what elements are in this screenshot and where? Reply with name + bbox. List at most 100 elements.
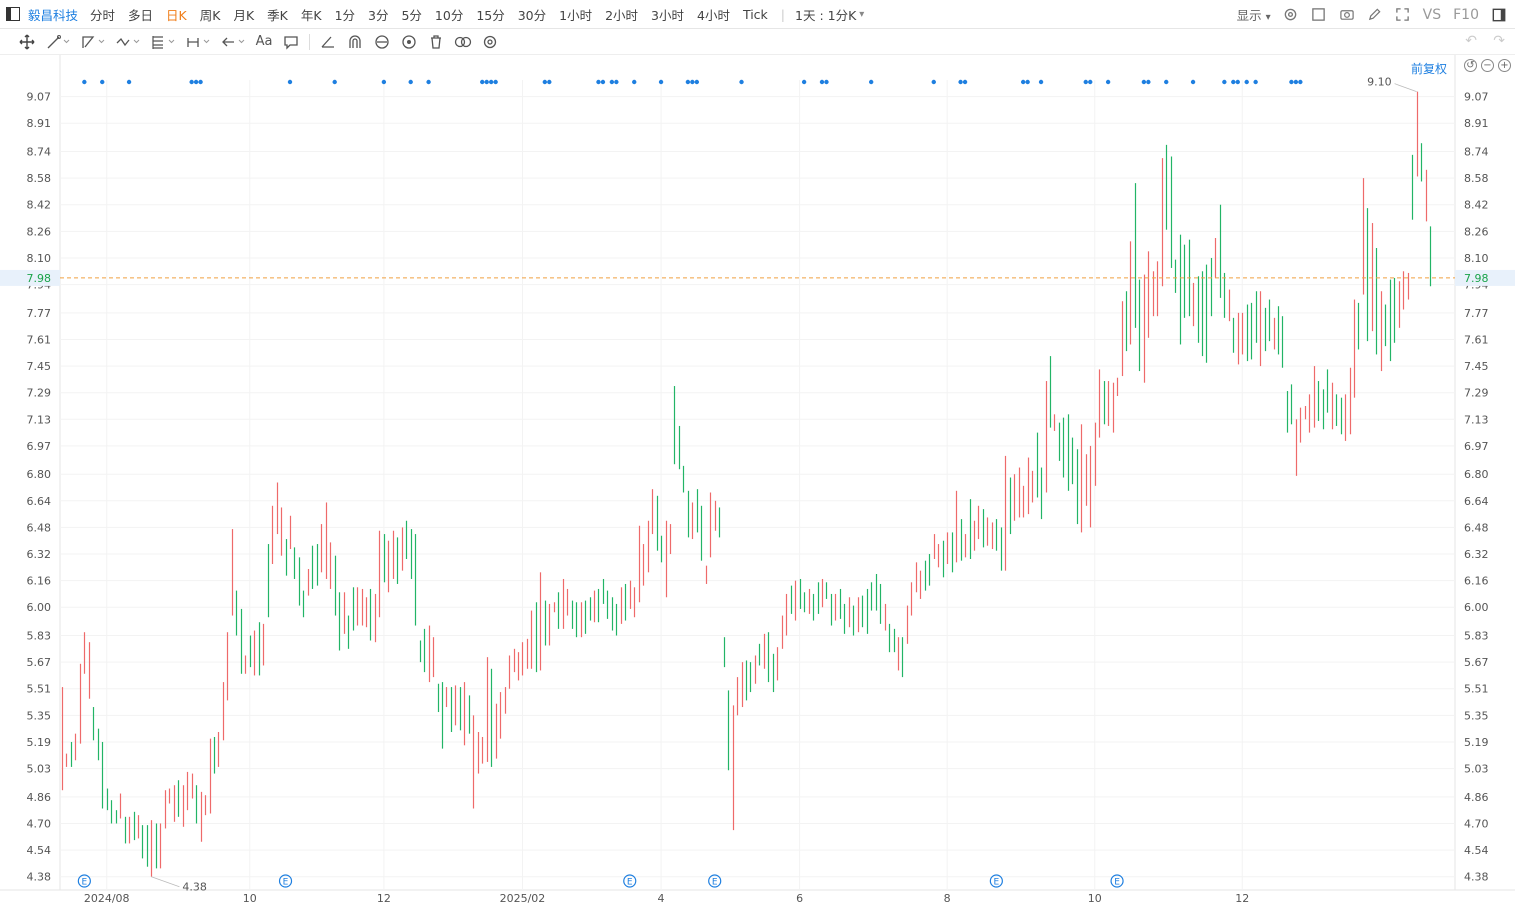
zoom-out-icon[interactable]: − xyxy=(1481,59,1494,72)
y-tick-label: 5.67 xyxy=(1464,656,1489,669)
y-tick-label: 6.97 xyxy=(27,440,52,453)
period-tab[interactable]: 年K xyxy=(300,7,322,23)
y-tick-label: 5.03 xyxy=(1464,763,1489,776)
display-menu[interactable]: 显示 ▾ xyxy=(1237,5,1271,24)
period-tab[interactable]: Tick xyxy=(742,6,768,22)
period-tab[interactable]: 3分 xyxy=(368,7,389,23)
settings-icon[interactable] xyxy=(481,33,499,51)
event-circle xyxy=(623,874,637,888)
line-icon[interactable] xyxy=(45,33,71,51)
period-tab[interactable]: 1分 xyxy=(334,7,356,23)
measure-icon[interactable] xyxy=(185,33,211,51)
layout-icon[interactable] xyxy=(1311,7,1327,23)
y-tick-label: 5.19 xyxy=(1464,736,1489,749)
y-tick-label: 6.97 xyxy=(1464,440,1489,453)
eye-icon[interactable] xyxy=(400,33,418,51)
panel-toggle-icon[interactable] xyxy=(1491,7,1507,23)
period-tab[interactable]: 30分 xyxy=(517,7,547,23)
lock-icon[interactable] xyxy=(373,33,391,51)
move-icon[interactable] xyxy=(18,33,36,51)
y-tick-label: 8.74 xyxy=(27,146,52,159)
period-tab[interactable]: 周K xyxy=(199,7,221,23)
trash-icon[interactable] xyxy=(427,33,445,51)
period-tab[interactable]: 10分 xyxy=(434,7,464,23)
signal-dot xyxy=(126,79,132,85)
vs-button[interactable]: VS xyxy=(1422,6,1442,23)
polyline-icon[interactable] xyxy=(115,33,141,51)
pencil-icon[interactable] xyxy=(1367,7,1383,23)
period-tab[interactable]: 分时 xyxy=(90,7,116,23)
fullscreen-icon[interactable] xyxy=(1395,7,1411,23)
y-tick-label: 7.45 xyxy=(1464,360,1489,373)
kline-chart[interactable]: 4.38 4.54 4.70 4.86 5.03 5.19 5.35 5.51 5.67 5.83… xyxy=(0,55,1515,921)
angle-icon[interactable] xyxy=(319,33,337,51)
price-label-bg-left xyxy=(0,269,60,286)
y-tick-label: 7.77 xyxy=(27,307,52,320)
zoom-in-icon[interactable]: + xyxy=(1498,59,1511,72)
x-tick-label: 10 xyxy=(1088,892,1102,905)
compare-icon[interactable] xyxy=(454,33,472,51)
chevron-down-icon: ▾ xyxy=(1265,12,1271,23)
reset-icon[interactable]: ↺ xyxy=(1464,59,1477,72)
text-icon[interactable]: Aa xyxy=(255,34,273,49)
camera-icon[interactable] xyxy=(1339,7,1355,23)
signal-dot xyxy=(962,79,968,85)
pen-icon[interactable] xyxy=(80,33,106,51)
y-tick-label: 6.32 xyxy=(27,548,52,561)
y-tick-label: 6.64 xyxy=(27,495,52,508)
low-price-label: 4.38 xyxy=(182,881,207,894)
signal-dot xyxy=(1038,79,1044,85)
event-marker: E xyxy=(708,874,722,888)
y-tick-label: 7.61 xyxy=(1464,333,1489,346)
period-tab[interactable]: 4小时 xyxy=(697,7,730,23)
sidebar-toggle-icon[interactable] xyxy=(6,7,20,21)
x-tick-label: 8 xyxy=(944,892,951,905)
interval-selector[interactable]: 1天 : 1分K xyxy=(795,7,857,23)
undo-icon[interactable]: ↶ xyxy=(1465,33,1477,49)
price-adjust-toggle[interactable]: 前复权 xyxy=(1410,62,1447,76)
y-tick-label: 7.29 xyxy=(1464,387,1489,400)
signal-dot xyxy=(685,79,691,85)
period-tab[interactable]: 3小时 xyxy=(651,7,684,23)
signal-dot xyxy=(100,79,105,85)
signal-dot xyxy=(381,79,387,85)
signal-dot xyxy=(1298,79,1303,85)
grid xyxy=(0,55,1515,891)
x-tick-label: 10 xyxy=(243,892,257,905)
y-tick-label: 6.16 xyxy=(27,575,52,588)
magnet-icon[interactable] xyxy=(346,33,364,51)
signal-dot xyxy=(596,79,601,85)
signal-dot xyxy=(824,79,829,85)
chevron-down-icon[interactable]: ▾ xyxy=(859,8,865,20)
price-axis-right: 4.38 4.54 4.70 4.86 5.03 5.19 5.35 5.51 5.67 5.83… xyxy=(1464,91,1489,884)
x-tick-label: 2024/08 xyxy=(84,892,130,905)
divider: | xyxy=(780,6,786,22)
signal-dot xyxy=(1146,79,1151,85)
fib-icon[interactable] xyxy=(150,33,176,51)
period-tab[interactable]: 月K xyxy=(233,7,255,23)
period-tab[interactable]: 季K xyxy=(267,7,288,23)
period-tab[interactable]: 多日 xyxy=(128,7,154,23)
x-tick-label: 4 xyxy=(658,892,665,905)
ohlc-bars xyxy=(61,91,1432,877)
comment-icon[interactable] xyxy=(282,33,300,51)
signal-dot xyxy=(1105,79,1111,85)
stock-name[interactable]: 毅昌科技 xyxy=(28,7,79,23)
period-tab-active[interactable]: 日K xyxy=(166,7,187,23)
y-tick-label: 8.42 xyxy=(27,199,52,212)
y-tick-label: 6.48 xyxy=(1464,521,1489,534)
redo-icon[interactable]: ↷ xyxy=(1493,33,1505,49)
period-tab[interactable]: 5分 xyxy=(401,7,422,23)
period-tab[interactable]: 15分 xyxy=(476,7,505,23)
current-price-label-right: 7.98 xyxy=(1464,272,1489,285)
signal-dot xyxy=(694,79,700,85)
period-tab[interactable]: 2小时 xyxy=(605,7,639,23)
f10-button[interactable]: F10 xyxy=(1453,6,1479,23)
event-label: E xyxy=(712,878,718,888)
settings-icon[interactable] xyxy=(1283,7,1299,23)
arrow-icon[interactable] xyxy=(220,33,246,51)
period-tab[interactable]: 1小时 xyxy=(559,7,593,23)
annotation-leader xyxy=(1394,83,1417,93)
x-tick-label: 6 xyxy=(796,892,803,905)
y-tick-label: 7.29 xyxy=(27,387,52,400)
